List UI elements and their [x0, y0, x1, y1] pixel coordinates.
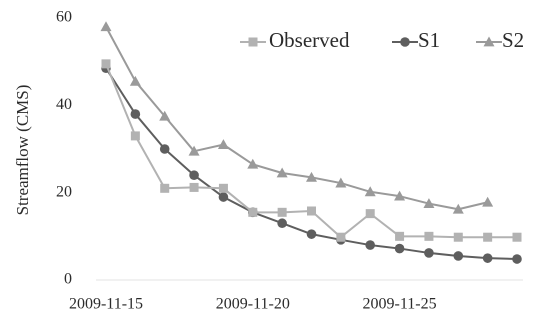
x-tick-label-2009-11-25: 2009-11-25 [363, 296, 437, 313]
x-tick-label-2009-11-20: 2009-11-20 [216, 296, 290, 313]
data-point-s1-2009-11-26 [424, 248, 434, 258]
data-point-observed-2009-11-21 [277, 207, 287, 217]
data-point-s2-2009-11-28 [482, 196, 494, 207]
series-s2 [100, 21, 494, 214]
data-point-observed-2009-11-20 [248, 207, 258, 217]
data-point-s1-2009-11-24 [365, 240, 376, 250]
data-point-s1-2009-11-29 [512, 254, 522, 264]
data-point-observed-2009-11-24 [365, 209, 375, 219]
legend-label-observed: Observed [269, 28, 350, 52]
data-point-observed-2009-11-29 [512, 232, 522, 242]
data-point-s2-2009-11-19 [217, 139, 229, 150]
data-point-s1-2009-11-25 [394, 243, 405, 254]
y-tick-label-0: 0 [64, 271, 72, 288]
data-point-observed-2009-11-27 [453, 232, 463, 242]
data-point-s2-2009-11-24 [364, 186, 376, 197]
data-point-s2-2009-11-17 [159, 110, 171, 121]
series-observed [101, 59, 522, 242]
legend-item-s2: S2 [476, 28, 524, 52]
legend-marker-s2 [483, 36, 495, 47]
y-tick-label-40: 40 [56, 96, 72, 113]
y-tick-label-20: 20 [56, 183, 72, 200]
legend-label-s2: S2 [502, 28, 524, 52]
y-axis-title-text: Streamflow (CMS) [13, 85, 32, 216]
legend-marker-observed [248, 37, 258, 47]
y-axis-ticks: 0 20 40 60 [56, 9, 72, 288]
data-point-observed-2009-11-17 [160, 183, 170, 193]
data-point-observed-2009-11-18 [189, 182, 199, 192]
series-line-s2 [105, 26, 488, 211]
data-point-s2-2009-11-27 [452, 203, 464, 214]
data-point-observed-2009-11-15 [101, 59, 111, 69]
data-point-observed-2009-11-16 [130, 131, 140, 141]
data-point-observed-2009-11-23 [336, 232, 346, 242]
legend-marker-s1 [400, 37, 410, 47]
x-tick-label-2009-11-15: 2009-11-15 [69, 296, 143, 313]
data-point-observed-2009-11-28 [483, 232, 493, 242]
data-point-observed-2009-11-25 [395, 231, 405, 241]
data-point-s2-2009-11-25 [394, 190, 406, 201]
data-point-s1-2009-11-21 [277, 218, 287, 229]
data-point-s1-2009-11-28 [482, 253, 493, 263]
data-point-s2-2009-11-22 [306, 171, 317, 182]
y-tick-label-60: 60 [56, 9, 72, 26]
data-point-s2-2009-11-16 [129, 75, 141, 86]
legend-item-s1: S1 [392, 28, 440, 52]
x-axis-ticks: 2009-11-15 2009-11-20 2009-11-25 [69, 296, 437, 313]
data-point-s1-2009-11-17 [159, 144, 170, 154]
data-point-s2-2009-11-15 [100, 21, 112, 32]
data-point-s1-2009-11-18 [189, 170, 199, 180]
legend-item-observed: Observed [240, 28, 350, 52]
data-point-s1-2009-11-22 [306, 229, 317, 239]
data-point-s2-2009-11-18 [188, 145, 200, 156]
series-layer [100, 21, 522, 264]
data-point-s1-2009-11-16 [130, 109, 141, 119]
data-point-observed-2009-11-19 [218, 183, 228, 193]
legend: Observed S1 S2 [240, 28, 524, 52]
data-point-s2-2009-11-23 [335, 177, 347, 188]
y-axis-title: Streamflow (CMS) [13, 85, 32, 216]
data-point-s1-2009-11-19 [218, 192, 229, 202]
data-point-s1-2009-11-27 [453, 251, 464, 261]
data-point-observed-2009-11-26 [424, 231, 434, 241]
legend-label-s1: S1 [418, 28, 440, 52]
data-point-s2-2009-11-20 [247, 158, 259, 169]
data-point-observed-2009-11-22 [307, 206, 316, 216]
data-point-s2-2009-11-26 [423, 198, 435, 208]
data-point-s2-2009-11-21 [276, 167, 288, 178]
